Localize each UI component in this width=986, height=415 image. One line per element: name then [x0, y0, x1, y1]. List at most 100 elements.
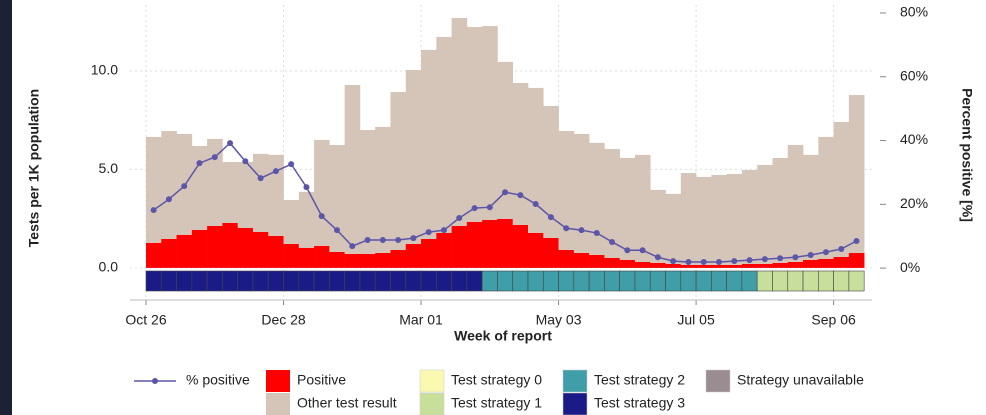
bar-segment — [359, 130, 376, 254]
y-axis-title: Tests per 1K population — [26, 89, 42, 247]
x-tick-label: May 03 — [536, 312, 582, 328]
strategy-cell — [726, 270, 743, 292]
bar-segment — [757, 263, 773, 268]
legend-swatch — [266, 370, 290, 392]
line-point — [807, 252, 814, 259]
line-point — [853, 238, 860, 244]
strategy-cell — [497, 270, 514, 292]
bar-segment — [848, 252, 865, 268]
bar-segment — [558, 131, 575, 250]
strategy-cell — [634, 270, 651, 292]
strategy-cell — [191, 270, 208, 292]
strategy-cell — [833, 270, 850, 292]
legend-label: Strategy unavailable — [737, 372, 864, 388]
strategy-cell — [145, 270, 162, 292]
bar-segment — [512, 224, 529, 268]
strategy-cell — [527, 270, 544, 292]
line-point — [578, 227, 585, 234]
bar-segment — [268, 235, 284, 268]
strategy-cell — [405, 270, 422, 292]
legend-swatch — [562, 369, 588, 393]
line-point — [777, 255, 784, 262]
bar-segment — [696, 176, 712, 265]
strategy-cell — [329, 270, 345, 292]
bar-segment — [665, 263, 682, 268]
bar-segment — [589, 142, 605, 255]
bar-segment — [833, 256, 850, 268]
strategy-cell — [741, 270, 758, 292]
bar-segment — [359, 253, 376, 268]
bar-segment — [573, 252, 590, 268]
line-point — [303, 184, 310, 191]
x-tick-label: Jul 05 — [677, 312, 715, 328]
strategy-cell — [176, 270, 193, 292]
bar-segment — [161, 238, 177, 268]
y2-axis-title: Percent positive [%] — [959, 88, 975, 222]
bar-segment — [604, 257, 620, 268]
line-point — [532, 201, 539, 208]
bar-segment — [482, 26, 498, 220]
strategy-cell — [558, 270, 575, 292]
bar-segment — [146, 136, 162, 243]
legend-swatch — [419, 369, 445, 393]
legend-label: Other test result — [297, 395, 397, 411]
line-point — [654, 254, 661, 261]
x-tick-label: Mar 01 — [399, 312, 443, 328]
line-point — [716, 259, 722, 266]
bar-segment — [803, 154, 819, 260]
strategy-cell — [420, 270, 437, 292]
line-point — [272, 168, 279, 175]
strategy-cell — [390, 270, 407, 292]
line-point — [547, 214, 554, 221]
bar-segment — [634, 261, 651, 268]
bar-segment — [818, 258, 834, 268]
bar-segment — [298, 191, 315, 248]
legend-dot — [152, 378, 158, 384]
bar-segment — [497, 218, 514, 268]
strategy-cell — [237, 270, 254, 292]
bar-segment — [298, 247, 315, 268]
strategy-cell — [466, 270, 483, 292]
line-point — [165, 196, 172, 203]
line-point — [639, 247, 646, 254]
line-point — [761, 256, 768, 263]
bar-segment — [741, 263, 758, 268]
y2-tick-label: 0% — [900, 259, 920, 275]
bar-segment — [252, 153, 269, 232]
x-axis-title: Week of report — [454, 328, 552, 344]
bar-segment — [650, 262, 666, 268]
bar-segment — [757, 164, 773, 264]
window-edge — [0, 0, 12, 415]
line-point — [838, 245, 845, 252]
bar-segment — [314, 139, 330, 246]
bar-segment — [176, 234, 193, 268]
line-point — [563, 225, 570, 232]
strategy-cell — [252, 270, 269, 292]
bar-segment — [711, 264, 727, 268]
line-point — [685, 259, 692, 266]
bar-segment — [405, 69, 422, 244]
x-tick-label: Sep 06 — [811, 312, 856, 328]
bar-segment — [696, 264, 712, 268]
line-point — [471, 205, 478, 212]
bar-segment — [375, 252, 391, 268]
legend-swatch — [562, 392, 588, 415]
legend-swatch — [419, 392, 445, 415]
line-point — [288, 161, 295, 168]
strategy-cell — [665, 270, 682, 292]
strategy-cell — [604, 270, 620, 292]
line-point — [456, 215, 463, 222]
y2-tick-label: 80% — [900, 4, 928, 20]
bar-segment — [589, 254, 605, 268]
strategy-cell — [512, 270, 529, 292]
strategy-cell — [573, 270, 590, 292]
y-tick-label: 5.0 — [99, 160, 119, 176]
bar-segment — [436, 36, 452, 233]
bar-segment — [222, 161, 238, 224]
x-tick-label: Dec 28 — [261, 312, 306, 328]
bar-segment — [451, 17, 468, 226]
legend-label: Test strategy 3 — [594, 395, 685, 411]
strategy-cell — [772, 270, 789, 292]
bar-segment — [848, 94, 865, 253]
bar-segment — [191, 229, 208, 268]
